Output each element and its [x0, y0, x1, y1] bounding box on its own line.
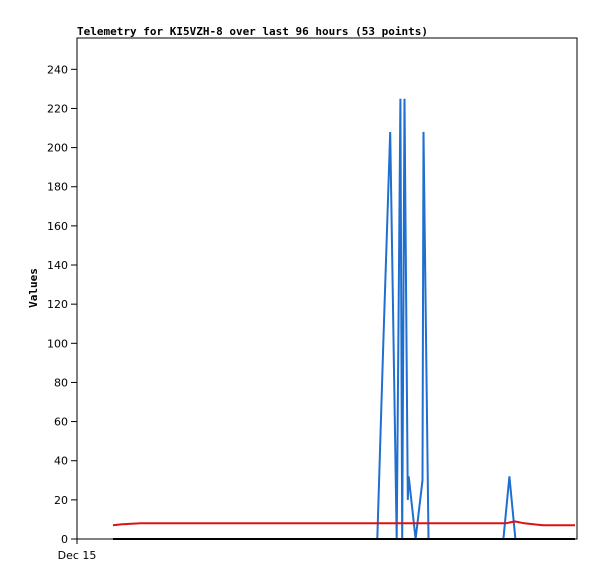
y-tick-label: 40 [54, 455, 68, 468]
y-tick-label: 240 [47, 63, 68, 76]
series-group [112, 98, 575, 540]
series-line-2 [112, 520, 575, 527]
y-axis-ticks: 0 20 40 60 80 100 120 140 160 180 200 220 240 [47, 63, 77, 546]
y-tick-label: 0 [61, 533, 68, 546]
y-tick-label: 140 [47, 259, 68, 272]
y-tick-label: 160 [47, 220, 68, 233]
y-tick-label: 80 [54, 376, 68, 389]
y-tick-label: 200 [47, 142, 68, 155]
y-tick-label: 100 [47, 337, 68, 350]
y-tick-label: 220 [47, 102, 68, 115]
y-tick-label: 120 [47, 298, 68, 311]
y-tick-label: 60 [54, 416, 68, 429]
y-tick-label: 180 [47, 181, 68, 194]
plot-frame [76, 37, 578, 540]
y-tick-label: 20 [54, 494, 68, 507]
y-axis-label: Values [27, 268, 40, 308]
x-axis-ticks: Dec 15 [58, 539, 97, 562]
chart-title: Telemetry for KI5VZH-8 over last 96 hour… [77, 25, 428, 38]
x-tick-label: Dec 15 [58, 549, 97, 562]
series-line-1 [113, 98, 517, 540]
